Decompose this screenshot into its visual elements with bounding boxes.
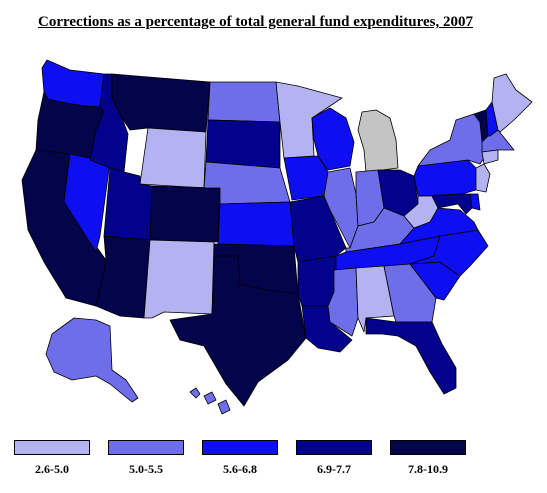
state-fl[interactable] [365,317,457,395]
state-mi[interactable] [357,109,399,173]
legend-swatch-1 [14,440,90,455]
state-wy[interactable] [139,127,207,189]
state-ia[interactable] [283,155,329,201]
state-mt[interactable] [111,73,211,133]
state-az[interactable] [95,235,151,319]
state-wi[interactable] [311,107,355,171]
state-ks[interactable] [217,201,295,247]
state-ny[interactable] [417,113,485,167]
state-mn[interactable] [275,81,343,159]
legend-label-2: 5.0-5.5 [129,462,163,476]
legend-label-1: 2.6-5.0 [35,462,69,476]
us-choropleth-map [21,59,533,415]
state-ct[interactable] [481,149,499,165]
legend-swatch-4 [296,440,372,455]
state-tx[interactable] [169,255,307,407]
legend-swatch-3 [202,440,278,455]
state-sd[interactable] [205,119,281,169]
legend-swatch-2 [108,440,184,455]
state-hi[interactable] [189,387,201,399]
legend-label-3: 5.6-6.8 [223,462,257,476]
state-md[interactable] [431,193,473,215]
map-title: Corrections as a percentage of total gen… [38,14,473,30]
state-co[interactable] [149,185,221,243]
state-nj[interactable] [475,163,491,193]
legend-swatch-5 [390,440,466,455]
legend-label-4: 6.9-7.7 [317,462,351,476]
state-nm[interactable] [143,239,215,319]
state-hi-2[interactable] [203,391,217,405]
state-ar[interactable] [297,255,337,307]
state-nd[interactable] [207,81,281,123]
state-me[interactable] [491,73,533,133]
state-hi-3[interactable] [217,399,231,415]
legend-label-5: 7.8-10.9 [408,462,448,476]
state-ak[interactable] [45,317,139,403]
